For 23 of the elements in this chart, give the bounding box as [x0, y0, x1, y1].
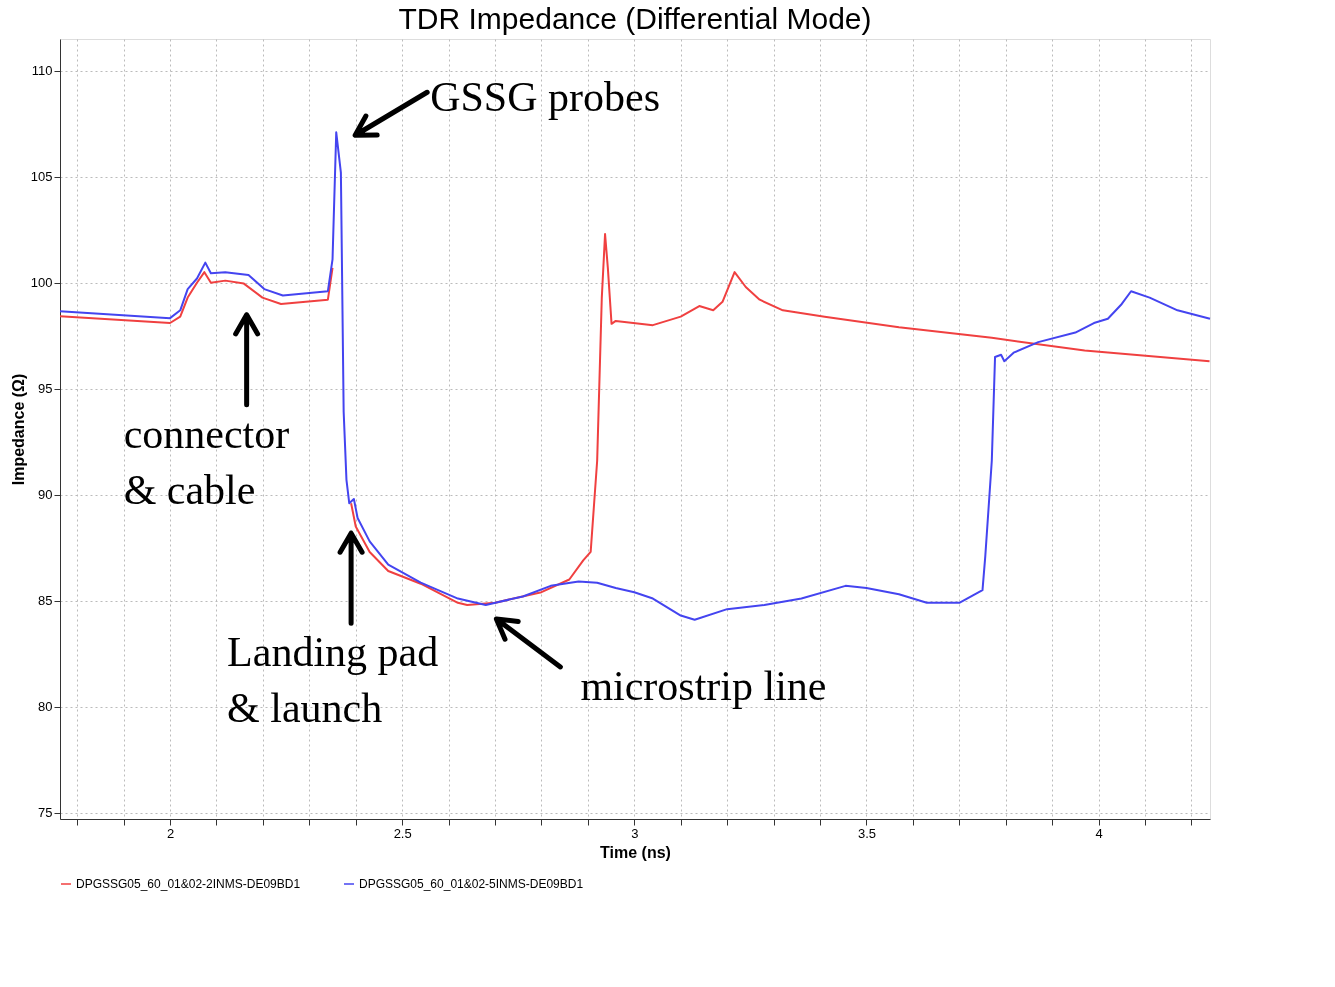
annotation: Landing pad & launch — [227, 629, 439, 732]
x-tick-label: 2 — [166, 825, 175, 841]
y-tick-label: 85 — [38, 593, 53, 609]
x-tick-label: 2.5 — [393, 825, 412, 841]
chart-title: TDR Impedance (Differential Mode) — [398, 2, 872, 35]
annotation: microstrip line — [580, 662, 827, 709]
annotation: GSSG probes — [430, 74, 661, 121]
y-tick-label: 105 — [30, 169, 53, 185]
y-axis-title: Impedance (Ω) — [9, 373, 27, 486]
y-tick-label: 110 — [31, 63, 53, 79]
x-tick-label: 3 — [631, 825, 639, 841]
x-tick-label: 4 — [1095, 825, 1103, 841]
legend-label: DPGSSG05_60_01&02-5INMS-DE09BD1 — [359, 877, 584, 891]
y-tick-label: 80 — [38, 699, 53, 715]
y-tick-label: 75 — [38, 805, 53, 821]
x-axis-title: Time (ns) — [600, 843, 671, 861]
y-tick-label: 95 — [38, 381, 53, 397]
legend-label: DPGSSG05_60_01&02-2INMS-DE09BD1 — [76, 877, 301, 891]
x-tick-label: 3.5 — [857, 825, 876, 841]
y-tick-label: 100 — [30, 275, 53, 291]
y-tick-label: 90 — [38, 487, 53, 503]
line-series — [59, 131, 1211, 621]
annotation: connector & cable — [123, 410, 290, 513]
